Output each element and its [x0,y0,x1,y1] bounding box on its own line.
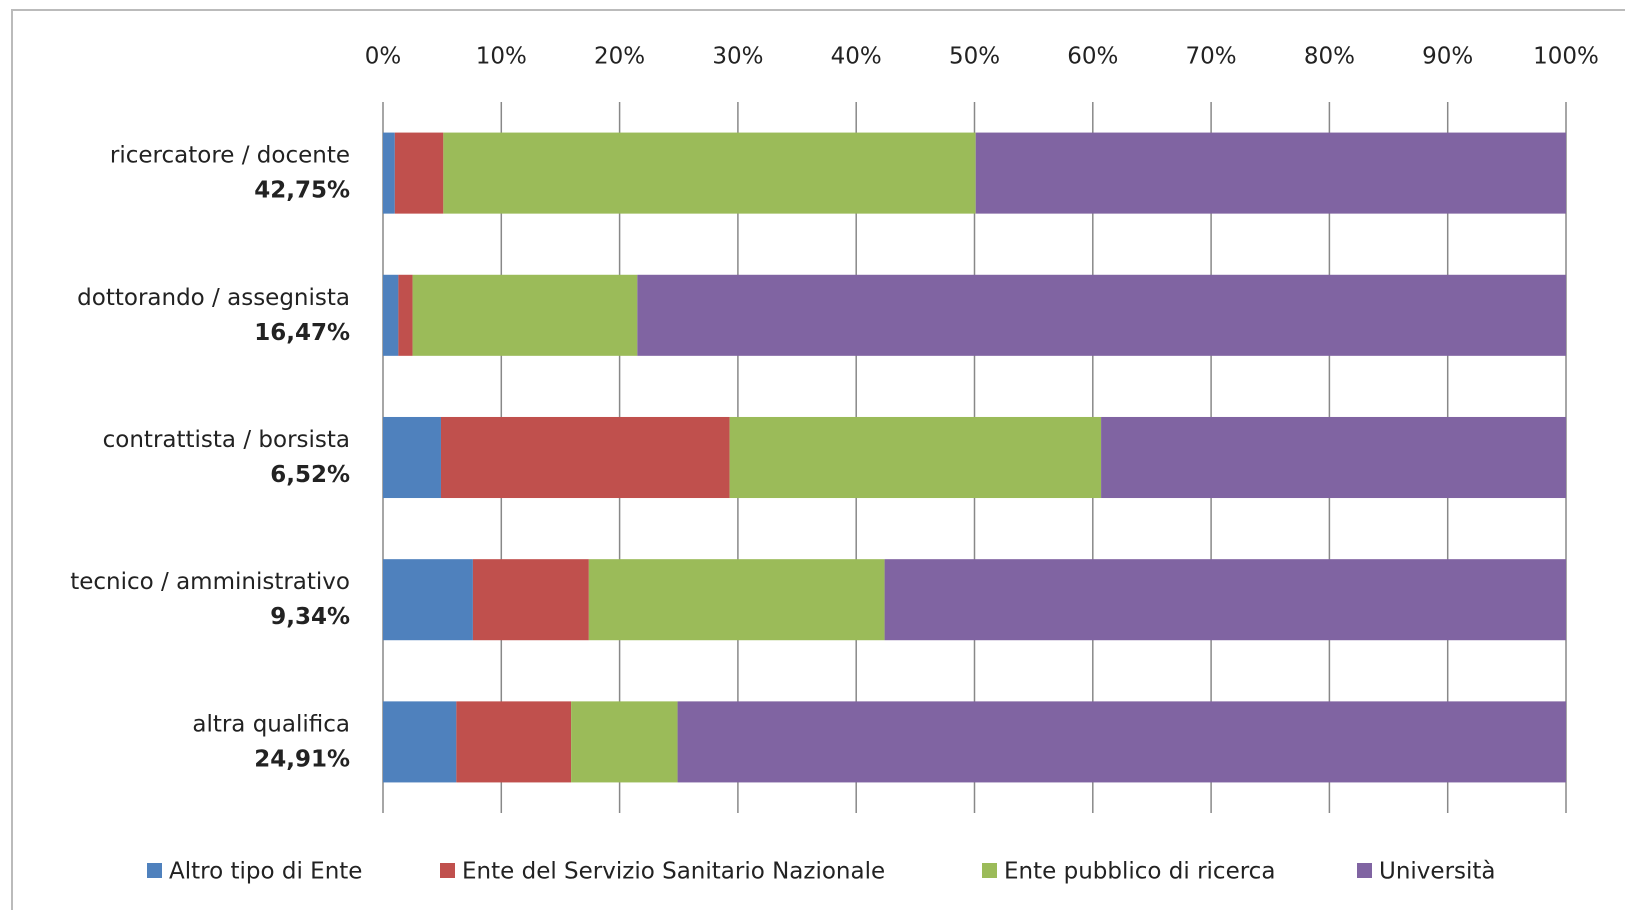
category-share: 42,75% [254,178,350,204]
category-share: 9,34% [270,604,350,630]
legend-label: Ente pubblico di ricerca [1004,859,1275,885]
x-tick-label: 0% [365,44,402,70]
bar-segment [383,132,395,214]
legend-label: Università [1379,859,1496,885]
category-share: 24,91% [254,746,350,772]
x-tick-label: 50% [949,44,1000,70]
bar-segment [1101,416,1566,499]
x-tick-label: 30% [712,44,763,70]
bar-segment [588,559,885,641]
bar-segment [412,274,638,356]
bar-segment [383,701,457,783]
category-share: 16,47% [254,320,350,346]
x-tick-label: 80% [1304,44,1355,70]
bar-segment [440,416,730,499]
legend-label: Altro tipo di Ente [169,859,362,885]
bar-segment [394,132,444,214]
category-label: dottorando / assegnista [77,285,350,311]
bar-segment [383,559,473,641]
bar-segment [398,274,413,356]
x-tick-label: 100% [1533,44,1599,70]
bar-segment [472,559,589,641]
x-tick-label: 70% [1186,44,1237,70]
category-label: tecnico / amministrativo [70,569,350,595]
category-share: 6,52% [270,462,350,488]
x-tick-label: 10% [476,44,527,70]
x-tick-label: 60% [1067,44,1118,70]
legend-swatch [440,863,455,878]
bar-segment [637,274,1566,356]
bar-segment [975,132,1566,214]
x-tick-label: 40% [831,44,882,70]
bar-segment [383,416,441,499]
bar-segment [383,274,399,356]
category-label: ricercatore / docente [110,143,350,169]
bar-segment [456,701,572,783]
bar-segment [677,701,1566,783]
category-label: altra qualifica [192,711,350,737]
bar-segment [729,416,1102,499]
legend-label: Ente del Servizio Sanitario Nazionale [462,859,885,885]
category-label: contrattista / borsista [103,427,350,453]
bar-segment [884,559,1566,641]
legend-swatch [147,863,162,878]
legend-swatch [1357,863,1372,878]
x-tick-label: 90% [1422,44,1473,70]
legend-swatch [982,863,997,878]
x-tick-label: 20% [594,44,645,70]
bar-segment [571,701,678,783]
bar-segment [443,132,976,214]
